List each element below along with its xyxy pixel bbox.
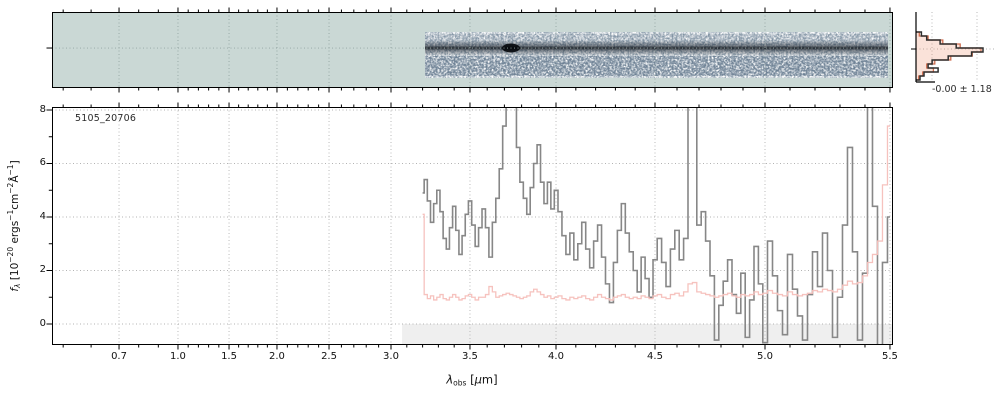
y-tick-label: 6	[39, 157, 46, 168]
2d-noise-region	[425, 32, 888, 78]
y-tick-label: 0	[39, 317, 46, 329]
label-segment: −2	[6, 182, 15, 194]
label-segment: m]	[481, 372, 498, 387]
label-segment: Å	[9, 175, 21, 183]
2d-spectrum-image	[52, 12, 893, 88]
main-plot-panel: 5105_20706	[52, 107, 893, 345]
spectral-trace-band	[425, 40, 888, 56]
label-segment: −1	[6, 164, 15, 176]
label-segment: obs	[453, 378, 467, 388]
label-segment: −1	[6, 209, 15, 221]
x-tick-label: 5.0	[757, 351, 773, 362]
x-tick-label: 3.5	[462, 351, 478, 362]
x-axis-label: λobs [μm]	[446, 373, 497, 388]
x-tick-label: 5.5	[882, 351, 898, 362]
hist-counts-line	[916, 31, 984, 81]
flux-spectrum-line	[422, 107, 890, 345]
y-tick-label: 8	[39, 103, 46, 115]
histogram-panel	[911, 12, 995, 83]
label-segment: cm	[9, 193, 21, 210]
2d-gridlines	[52, 12, 893, 88]
x-tick-label: 1.0	[170, 351, 186, 362]
x-tick-label: 4.5	[647, 351, 663, 362]
x-tick-label: 1.5	[221, 351, 237, 362]
x-tick-label: 2.5	[321, 351, 337, 362]
source-id-label: 5105_20706	[75, 113, 137, 124]
label-segment: [	[466, 372, 475, 387]
label-segment: λ	[446, 372, 454, 387]
spectrum-plot	[52, 107, 893, 345]
x-tick-label: 3.0	[383, 351, 399, 362]
label-segment: μ	[474, 372, 482, 387]
below-zero-shade	[402, 324, 893, 345]
y-tick-label: 4	[39, 210, 46, 222]
label-segment: λ	[13, 283, 22, 288]
label-segment: ergs	[9, 220, 21, 247]
error-spectrum-line	[422, 125, 890, 301]
label-segment: −20	[6, 246, 15, 263]
y-tick-label: 2	[39, 264, 46, 275]
x-tick-label: 0.7	[111, 351, 127, 362]
x-tick-label: 2.0	[269, 351, 285, 362]
x-tick-label: 4.0	[548, 351, 564, 362]
label-segment: f	[9, 287, 21, 292]
histogram-stats-label: -0.00 ± 1.18	[932, 84, 992, 95]
